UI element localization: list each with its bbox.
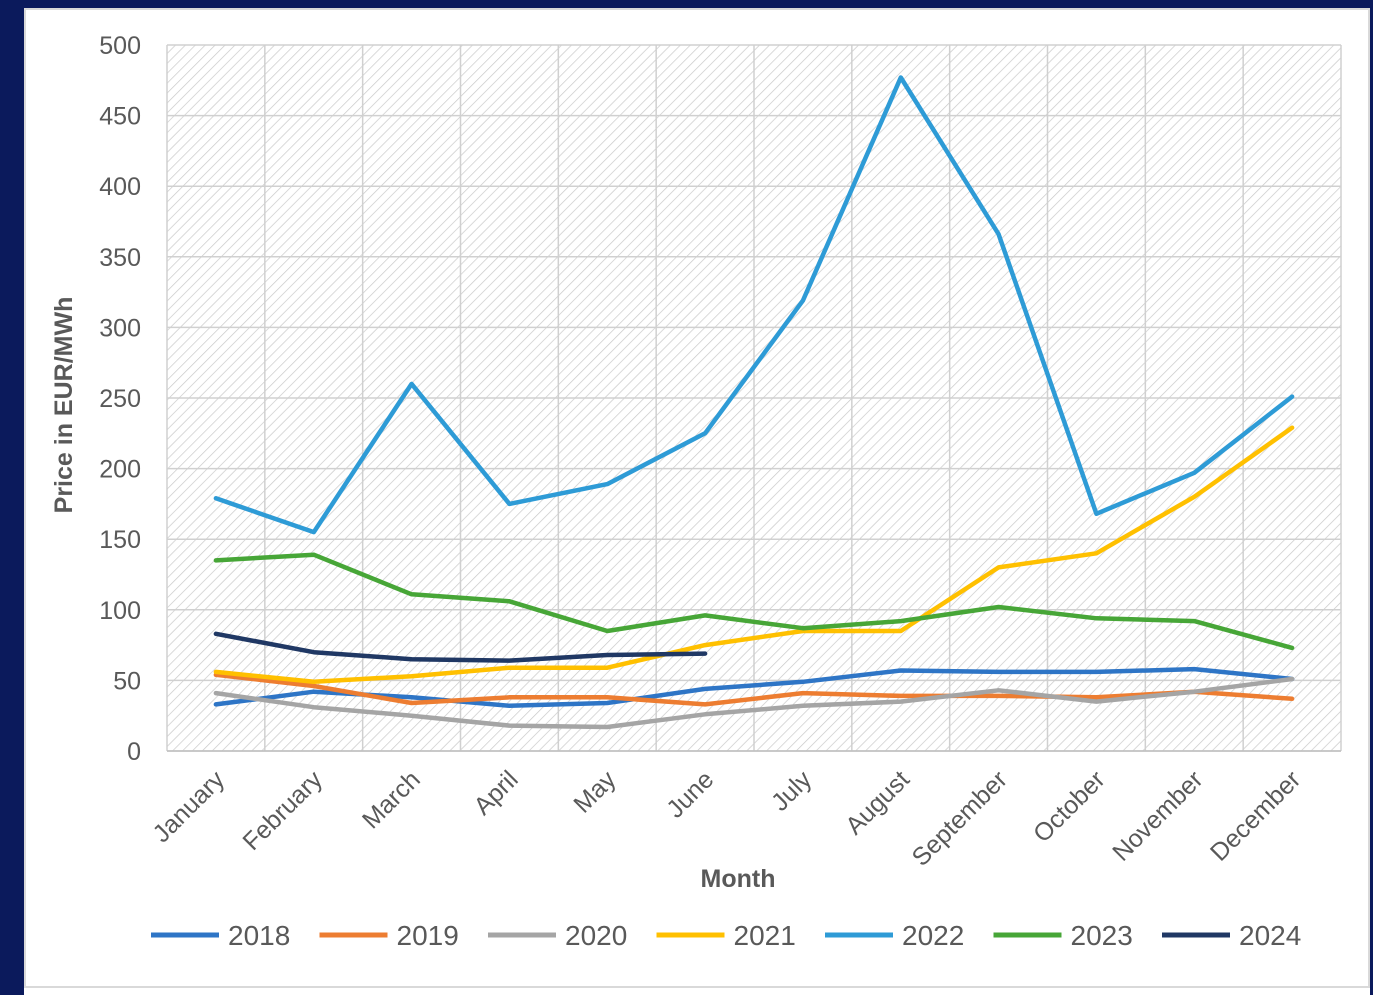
x-tick-label: May	[568, 765, 622, 819]
legend-label-2021: 2021	[734, 920, 796, 951]
series-line-2022	[213, 75, 1295, 535]
legend-label-2019: 2019	[397, 920, 459, 951]
chart-area: 0 50 100 150 200 250 300 350 400 450 500 January Fe…	[24, 8, 1370, 995]
y-tick-label: 300	[99, 314, 141, 342]
x-tick-label: October	[1028, 765, 1111, 848]
legend-label-2018: 2018	[228, 920, 290, 951]
y-tick-label: 50	[113, 667, 141, 695]
legend-label-2022: 2022	[902, 920, 964, 951]
series-line-2024	[213, 631, 708, 663]
y-tick-label: 350	[99, 244, 141, 272]
x-tick-label: June	[661, 765, 719, 823]
x-axis: January February March April May June July Augu…	[147, 765, 1306, 872]
legend-label-2020: 2020	[565, 920, 627, 951]
series-lines	[213, 75, 1295, 730]
legend-label-2023: 2023	[1071, 920, 1133, 951]
series-line-2019	[213, 672, 1295, 707]
x-tick-label: November	[1107, 765, 1208, 866]
gridlines	[166, 44, 1342, 752]
y-tick-label: 500	[99, 32, 141, 60]
legend-label-2024: 2024	[1239, 920, 1301, 951]
y-axis-title: Price in EUR/MWh	[50, 297, 78, 514]
line-chart: 0 50 100 150 200 250 300 350 400 450 500 January Fe…	[24, 8, 1370, 988]
x-tick-label: January	[147, 765, 230, 848]
x-tick-label: April	[468, 765, 523, 820]
x-tick-label: August	[840, 765, 915, 840]
series-line-2018	[213, 666, 1295, 709]
y-tick-label: 0	[127, 738, 141, 766]
series-line-2020	[213, 676, 1295, 730]
y-tick-label: 150	[99, 526, 141, 554]
chart-border	[24, 8, 1370, 988]
legend: 2018 2019 2020 2021 2022 2023 2024	[151, 920, 1301, 951]
x-tick-label: December	[1205, 765, 1306, 866]
series-line-2023	[213, 552, 1295, 651]
y-tick-label: 450	[99, 103, 141, 131]
x-axis-title: Month	[701, 865, 776, 893]
y-tick-label: 200	[99, 456, 141, 484]
x-tick-label: March	[357, 765, 426, 834]
x-tick-label: September	[907, 765, 1013, 871]
y-tick-label: 250	[99, 385, 141, 413]
x-tick-label: February	[237, 765, 328, 856]
x-tick-label: July	[766, 765, 818, 817]
y-tick-label: 100	[99, 597, 141, 625]
y-axis: 0 50 100 150 200 250 300 350 400 450 500	[99, 32, 141, 766]
y-tick-label: 400	[99, 173, 141, 201]
series-line-2021	[213, 425, 1295, 685]
